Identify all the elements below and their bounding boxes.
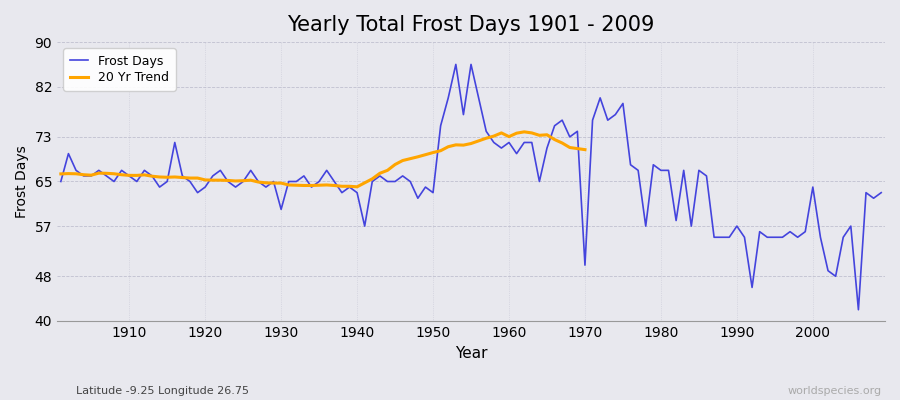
Frost Days: [876, 190, 886, 195]
20 Yr Trend: [215, 178, 226, 182]
20 Yr Trend: [352, 184, 363, 189]
Line: Frost Days: Frost Days: [61, 64, 881, 310]
Title: Yearly Total Frost Days 1901 - 2009: Yearly Total Frost Days 1901 - 2009: [287, 15, 654, 35]
Frost Days: [450, 62, 461, 67]
20 Yr Trend: [275, 181, 286, 186]
Y-axis label: Frost Days: Frost Days: [15, 145, 29, 218]
Frost Days: [284, 179, 294, 184]
20 Yr Trend: [344, 184, 355, 189]
Frost Days: [328, 179, 339, 184]
Frost Days: [116, 168, 127, 173]
Frost Days: [602, 118, 613, 122]
20 Yr Trend: [124, 173, 135, 178]
Legend: Frost Days, 20 Yr Trend: Frost Days, 20 Yr Trend: [63, 48, 176, 91]
Text: Latitude -9.25 Longitude 26.75: Latitude -9.25 Longitude 26.75: [76, 386, 249, 396]
Frost Days: [511, 151, 522, 156]
Line: 20 Yr Trend: 20 Yr Trend: [61, 132, 585, 187]
20 Yr Trend: [518, 130, 529, 134]
20 Yr Trend: [56, 172, 67, 176]
X-axis label: Year: Year: [454, 346, 487, 361]
20 Yr Trend: [580, 147, 590, 152]
20 Yr Trend: [511, 131, 522, 136]
Frost Days: [853, 307, 864, 312]
Frost Days: [504, 140, 515, 145]
Frost Days: [56, 179, 67, 184]
Text: worldspecies.org: worldspecies.org: [788, 386, 882, 396]
20 Yr Trend: [177, 175, 188, 180]
